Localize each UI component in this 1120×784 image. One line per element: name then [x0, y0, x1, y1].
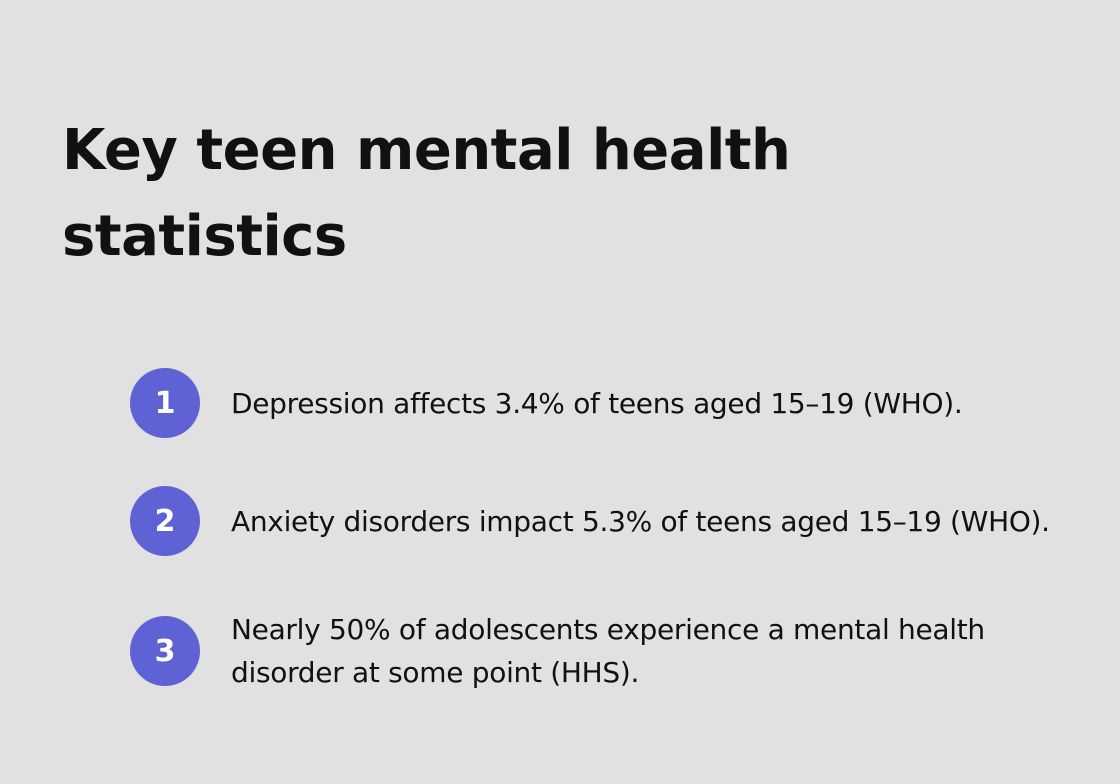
stat-item: 3 Nearly 50% of adolescents experience a …	[130, 608, 1070, 694]
item-text: Anxiety disorders impact 5.3% of teens a…	[231, 504, 1050, 538]
item-number: 2	[130, 486, 200, 556]
item-number: 3	[130, 616, 200, 686]
stat-item: 2 Anxiety disorders impact 5.3% of teens …	[130, 478, 1070, 564]
item-text: Depression affects 3.4% of teens aged 15…	[231, 386, 963, 420]
title: Key teen mental health statistics	[62, 118, 791, 269]
item-text: Nearly 50% of adolescents experience a m…	[231, 613, 985, 689]
stat-item: 1 Depression affects 3.4% of teens aged 1…	[130, 360, 1070, 446]
item-number: 1	[130, 368, 200, 438]
